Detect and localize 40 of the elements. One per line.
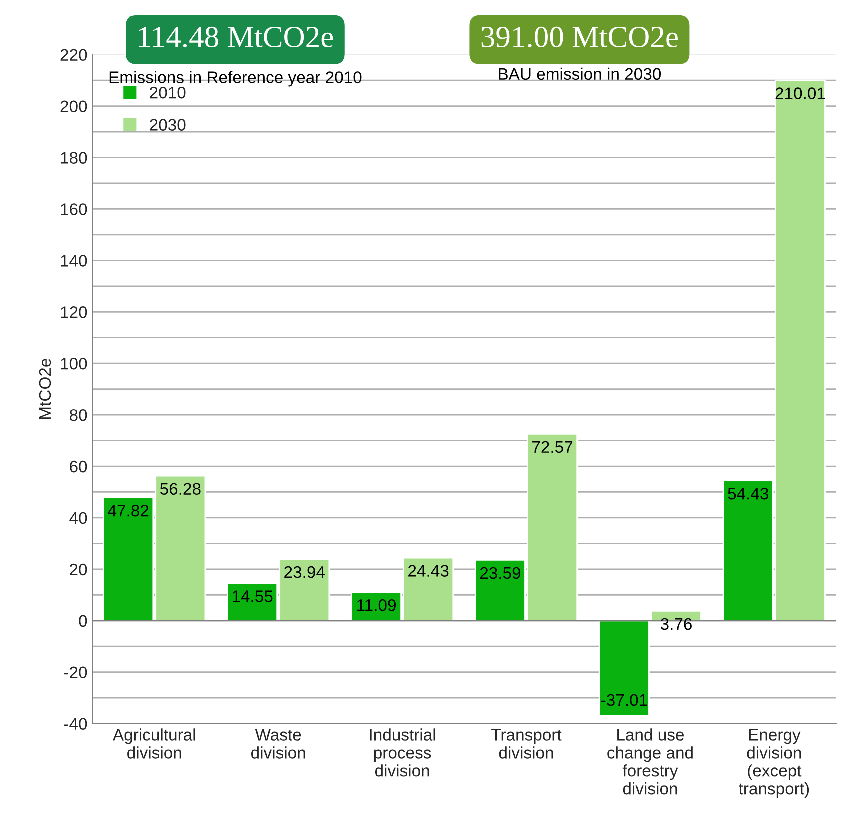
y-tick-label: 100 xyxy=(61,358,88,370)
data-label: 56.28 xyxy=(160,483,201,496)
annotation: Emissions in Reference year 2010 xyxy=(110,71,362,87)
y-tick-label: 200 xyxy=(60,100,88,113)
x-tick-label: Land use change and forestry division xyxy=(608,728,693,795)
y-tick-label: 0 xyxy=(79,615,88,628)
y-tick-label: 180 xyxy=(61,152,88,164)
legend-label: 2010 xyxy=(150,86,186,99)
x-tick-label: Industrial process division xyxy=(370,728,436,777)
data-label: 23.59 xyxy=(480,567,521,580)
data-label: 24.43 xyxy=(408,565,449,577)
y-tick-label: -40 xyxy=(64,718,88,730)
x-tick-label: Transport division xyxy=(492,729,562,759)
data-label: 14.55 xyxy=(232,590,273,602)
y-tick-label: 80 xyxy=(70,409,88,422)
y-tick-label: 220 xyxy=(60,49,88,62)
bar xyxy=(598,620,650,717)
legend-label: 2030 xyxy=(150,119,186,131)
y-tick-label: 60 xyxy=(70,460,88,473)
y-tick-label: -20 xyxy=(64,666,88,679)
y-tick-label: 20 xyxy=(70,564,88,576)
y-tick-label: 120 xyxy=(61,306,88,318)
annotation: BAU emission in 2030 xyxy=(499,68,662,80)
y-tick-label: 160 xyxy=(61,204,88,216)
x-tick-label: Energy division (except transport) xyxy=(739,729,810,798)
data-label: 23.94 xyxy=(284,566,325,578)
x-tick-label: Agricultural division xyxy=(112,728,196,759)
data-label: 210.01 xyxy=(776,88,826,100)
y-tick-label: 40 xyxy=(70,512,88,524)
data-label: 3.76 xyxy=(660,618,692,630)
data-label: 54.43 xyxy=(728,488,769,500)
y-axis-title: MtCO2e xyxy=(39,359,52,419)
data-label: 72.57 xyxy=(532,441,573,454)
data-label: 11.09 xyxy=(358,599,396,612)
data-label: 47.82 xyxy=(108,504,149,517)
text: 114.48 MtCO2e xyxy=(139,26,334,48)
y-tick-label: 140 xyxy=(61,255,88,267)
x-tick-label: Waste division xyxy=(252,729,306,759)
data-label: -37.01 xyxy=(602,694,648,706)
text: 391.00 MtCO2e xyxy=(482,26,678,48)
